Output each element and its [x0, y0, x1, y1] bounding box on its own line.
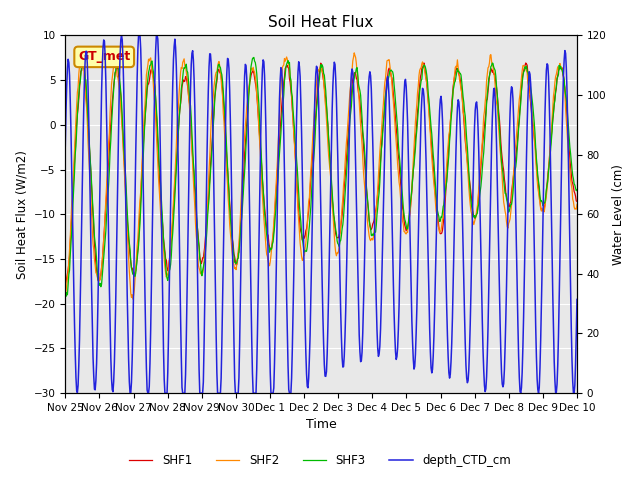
SHF1 [70, 159, 78, 165]
SHF2 [124, 228, 131, 233]
depth_CTD_cm [118, 33, 125, 38]
SHF3 [203, 228, 211, 234]
depth_CTD_cm [399, 110, 407, 116]
SHF2 [573, 202, 581, 207]
SHF2 [176, 80, 184, 85]
depth_CTD_cm [204, 119, 211, 125]
Line: depth_CTD_cm: depth_CTD_cm [65, 36, 577, 393]
SHF2 [203, 218, 211, 224]
Line: SHF1: SHF1 [65, 62, 577, 284]
depth_CTD_cm [70, 322, 78, 328]
SHF2 [350, 50, 358, 56]
Line: SHF2: SHF2 [65, 53, 577, 299]
SHF2 [70, 147, 78, 153]
depth_CTD_cm [61, 143, 69, 149]
Text: GT_met: GT_met [78, 50, 131, 63]
Line: SHF3: SHF3 [65, 58, 577, 297]
SHF2 [385, 57, 392, 63]
X-axis label: Time: Time [306, 419, 337, 432]
SHF3 [124, 221, 132, 227]
SHF3 [176, 107, 184, 112]
SHF1 [61, 281, 69, 287]
SHF3 [385, 76, 392, 82]
Y-axis label: Water Level (cm): Water Level (cm) [612, 164, 625, 264]
SHF3 [250, 55, 258, 60]
Title: Soil Heat Flux: Soil Heat Flux [268, 15, 374, 30]
SHF3 [62, 294, 70, 300]
SHF1 [203, 215, 211, 220]
SHF3 [72, 151, 79, 157]
SHF2 [61, 294, 69, 300]
Y-axis label: Soil Heat Flux (W/m2): Soil Heat Flux (W/m2) [15, 150, 28, 279]
SHF3 [573, 187, 581, 193]
SHF3 [61, 292, 69, 298]
SHF1 [124, 226, 132, 232]
SHF1 [176, 107, 184, 112]
SHF1 [573, 199, 581, 204]
SHF2 [129, 296, 137, 302]
SHF1 [384, 73, 392, 79]
depth_CTD_cm [177, 314, 184, 320]
SHF1 [399, 205, 406, 211]
depth_CTD_cm [126, 390, 134, 396]
Legend: SHF1, SHF2, SHF3, depth_CTD_cm: SHF1, SHF2, SHF3, depth_CTD_cm [124, 449, 516, 472]
SHF2 [399, 221, 407, 227]
SHF1 [80, 60, 88, 65]
depth_CTD_cm [573, 297, 581, 302]
depth_CTD_cm [385, 81, 392, 87]
SHF3 [399, 204, 407, 210]
depth_CTD_cm [124, 327, 132, 333]
